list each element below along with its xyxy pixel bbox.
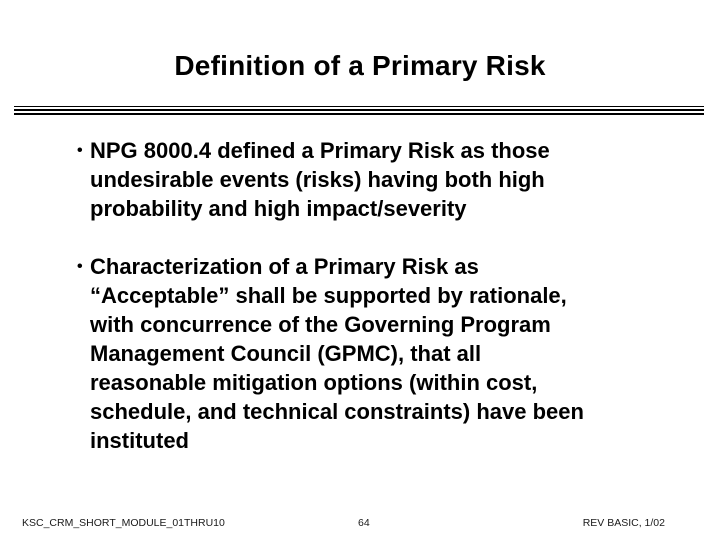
footer-module-id: KSC_CRM_SHORT_MODULE_01THRU10 <box>22 517 225 529</box>
footer-revision: REV BASIC, 1/02 <box>582 517 665 529</box>
divider-line-thick-1 <box>14 109 704 111</box>
bullet-line: instituted <box>90 428 189 453</box>
bullet-line: NPG 8000.4 defined a Primary Risk as tho… <box>90 138 550 163</box>
title-divider <box>14 106 704 115</box>
bullet-item-2: • Characterization of a Primary Risk as … <box>77 252 690 455</box>
bullet-line: “Acceptable” shall be supported by ratio… <box>90 283 567 308</box>
bullet-line: undesirable events (risks) having both h… <box>90 167 545 192</box>
divider-line-thin <box>14 106 704 107</box>
bullet-icon: • <box>77 142 83 159</box>
bullet-list: • NPG 8000.4 defined a Primary Risk as t… <box>77 136 690 484</box>
bullet-line: Characterization of a Primary Risk as <box>90 254 479 279</box>
bullet-icon: • <box>77 258 83 275</box>
bullet-line: with concurrence of the Governing Progra… <box>90 312 551 337</box>
bullet-line: reasonable mitigation options (within co… <box>90 370 538 395</box>
bullet-line: probability and high impact/severity <box>90 196 467 221</box>
divider-line-thick-2 <box>14 113 704 115</box>
bullet-item-1: • NPG 8000.4 defined a Primary Risk as t… <box>77 136 690 223</box>
footer-page-number: 64 <box>358 517 370 529</box>
slide-title: Definition of a Primary Risk <box>174 50 546 81</box>
bullet-line: schedule, and technical constraints) hav… <box>90 399 584 424</box>
bullet-line: Management Council (GPMC), that all <box>90 341 482 366</box>
